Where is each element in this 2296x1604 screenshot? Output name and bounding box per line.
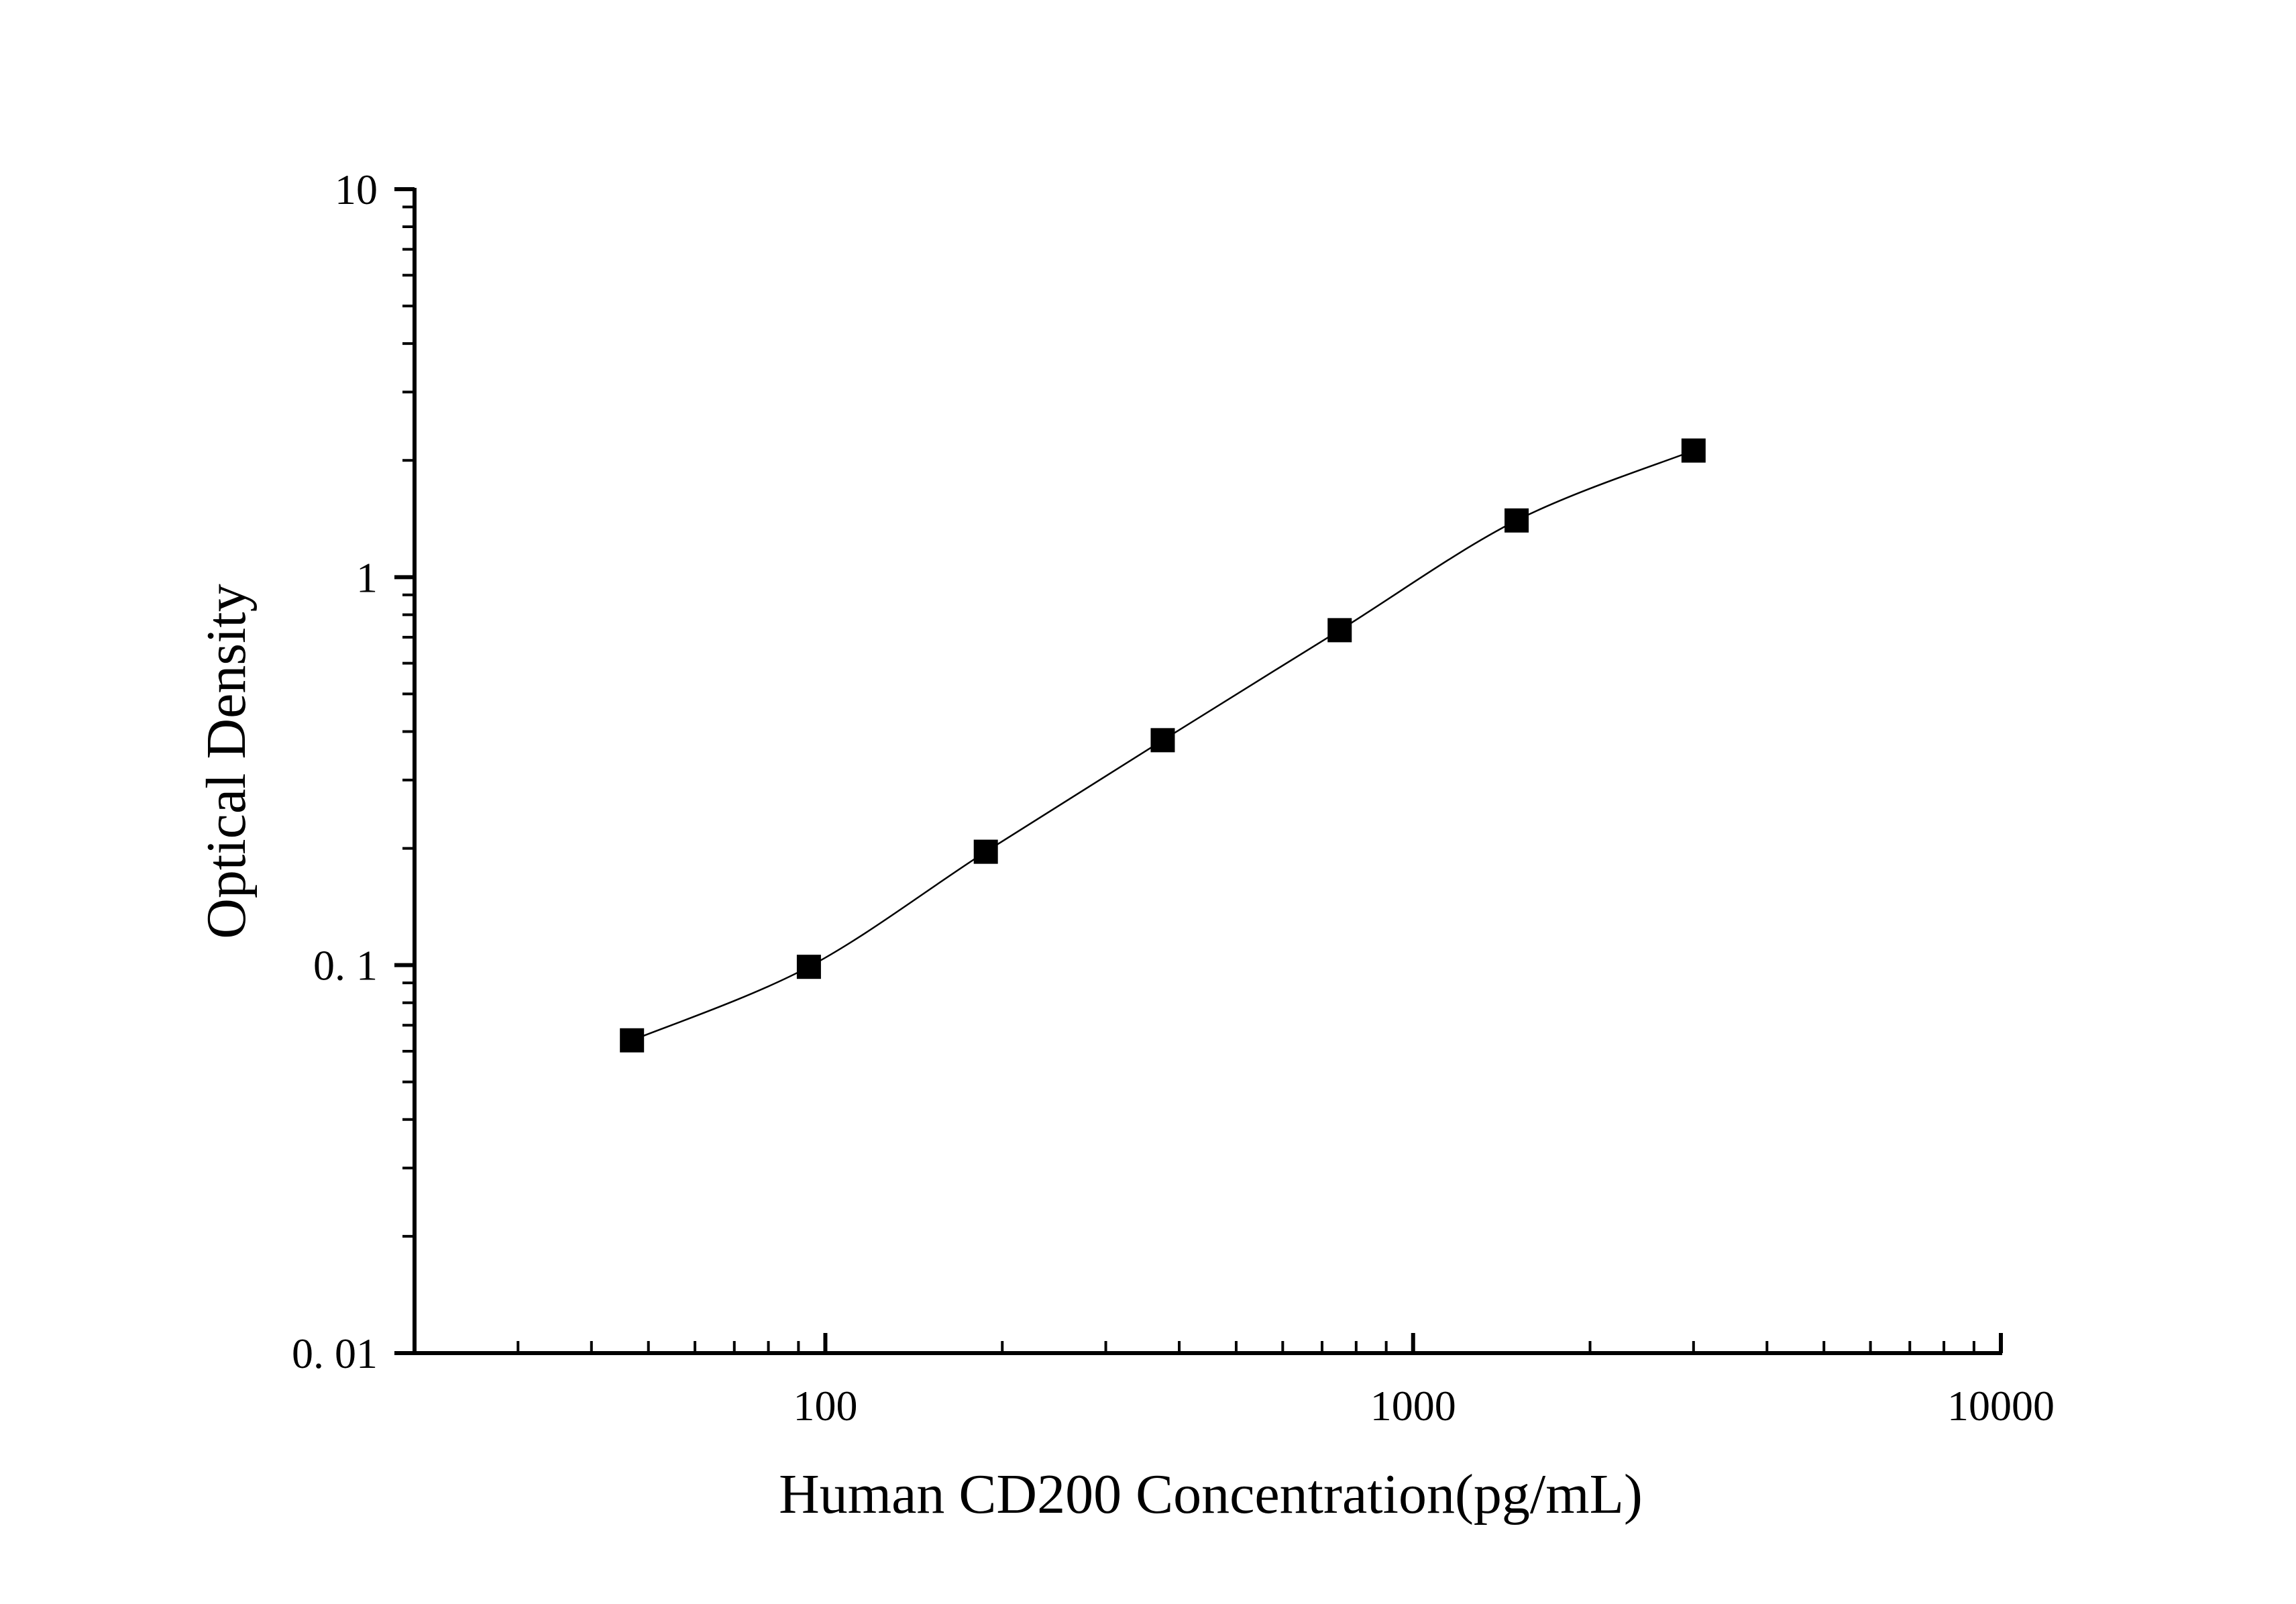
x-tick-label: 1000 <box>1370 1382 1456 1430</box>
tick-marks <box>394 187 2003 1355</box>
x-tick-label: 100 <box>793 1382 857 1430</box>
data-point-marker <box>1327 618 1352 643</box>
data-point-marker <box>1150 728 1175 753</box>
data-point-marker <box>1681 438 1706 463</box>
data-point-marker <box>620 1028 645 1053</box>
y-tick-label: 1 <box>356 553 378 601</box>
plot-area <box>620 438 1706 1053</box>
tick-labels: 100 1000 10000 0. 01 0. 1 1 10 <box>292 166 2055 1430</box>
y-tick-label: 10 <box>335 166 378 213</box>
x-axis-title: Human CD200 Concentration(pg/mL) <box>779 1463 1643 1526</box>
x-tick-label: 10000 <box>1947 1382 2055 1430</box>
data-point-marker <box>973 839 998 864</box>
data-point-marker <box>796 955 821 979</box>
data-point-marker <box>1505 508 1529 533</box>
y-tick-label: 0. 1 <box>313 942 378 990</box>
y-tick-label: 0. 01 <box>292 1330 378 1377</box>
axes <box>413 188 2002 1355</box>
y-axis-title: Optical Density <box>195 584 258 939</box>
